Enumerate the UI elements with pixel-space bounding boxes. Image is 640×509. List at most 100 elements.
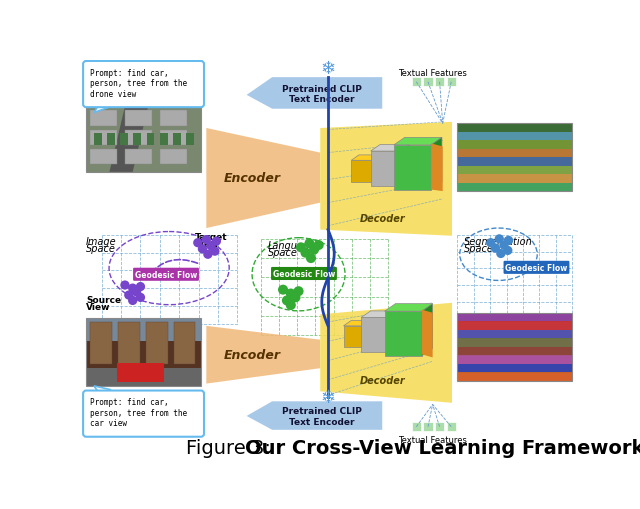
Text: Decoder: Decoder bbox=[360, 375, 405, 385]
Bar bbox=[173, 134, 180, 146]
Polygon shape bbox=[371, 145, 410, 152]
Polygon shape bbox=[351, 156, 381, 161]
Circle shape bbox=[499, 241, 509, 250]
Bar bbox=[447, 422, 456, 432]
Polygon shape bbox=[385, 312, 422, 356]
Bar bbox=[458, 347, 572, 356]
Text: ❄: ❄ bbox=[321, 388, 335, 406]
Bar bbox=[186, 134, 194, 146]
Circle shape bbox=[305, 239, 314, 249]
Polygon shape bbox=[351, 161, 373, 183]
Circle shape bbox=[286, 300, 296, 310]
Bar bbox=[86, 319, 201, 386]
Bar bbox=[90, 130, 117, 146]
Polygon shape bbox=[94, 105, 111, 114]
Polygon shape bbox=[385, 304, 433, 312]
Bar bbox=[423, 78, 433, 87]
Circle shape bbox=[132, 288, 141, 297]
Circle shape bbox=[282, 296, 292, 306]
FancyBboxPatch shape bbox=[271, 267, 337, 280]
Text: Prompt: find car,
person, tree from the
drone view: Prompt: find car, person, tree from the … bbox=[90, 69, 187, 99]
Bar bbox=[160, 134, 168, 146]
Bar bbox=[146, 322, 168, 364]
Circle shape bbox=[486, 239, 495, 248]
Circle shape bbox=[491, 244, 500, 253]
Circle shape bbox=[198, 245, 207, 254]
Circle shape bbox=[128, 284, 138, 293]
Polygon shape bbox=[344, 326, 365, 348]
Bar bbox=[458, 313, 572, 322]
Circle shape bbox=[314, 241, 324, 250]
Circle shape bbox=[291, 293, 301, 303]
Bar bbox=[412, 78, 421, 87]
Bar bbox=[423, 422, 433, 432]
Polygon shape bbox=[391, 312, 400, 352]
Bar bbox=[120, 134, 128, 146]
Bar bbox=[458, 166, 572, 175]
Text: Encoder: Encoder bbox=[223, 172, 280, 184]
Bar bbox=[458, 150, 572, 158]
Polygon shape bbox=[246, 402, 382, 430]
Polygon shape bbox=[371, 152, 400, 186]
Polygon shape bbox=[320, 303, 452, 403]
Circle shape bbox=[496, 249, 506, 259]
Text: Space: Space bbox=[86, 244, 116, 254]
Circle shape bbox=[306, 253, 316, 264]
Bar bbox=[160, 130, 187, 146]
Text: Language: Language bbox=[268, 240, 316, 250]
Circle shape bbox=[204, 250, 212, 260]
Text: Prompt: find car,
person, tree from the
car view: Prompt: find car, person, tree from the … bbox=[90, 398, 187, 428]
Text: ❄: ❄ bbox=[321, 60, 335, 78]
Bar bbox=[86, 369, 201, 386]
Polygon shape bbox=[394, 146, 431, 190]
Bar bbox=[458, 124, 572, 132]
Bar bbox=[458, 355, 572, 364]
Circle shape bbox=[120, 281, 129, 290]
Text: Geodesic Flow: Geodesic Flow bbox=[135, 270, 197, 279]
Bar bbox=[90, 111, 117, 126]
Bar bbox=[107, 134, 115, 146]
Bar bbox=[458, 175, 572, 183]
Text: Decoder: Decoder bbox=[360, 214, 405, 223]
Polygon shape bbox=[94, 386, 111, 394]
Circle shape bbox=[124, 291, 134, 300]
Polygon shape bbox=[400, 145, 410, 186]
Bar bbox=[90, 150, 117, 165]
Bar bbox=[147, 134, 154, 146]
Bar bbox=[160, 150, 187, 165]
Text: Our Cross-View Learning Framework.: Our Cross-View Learning Framework. bbox=[245, 438, 640, 457]
Bar bbox=[134, 134, 141, 146]
Text: Space: Space bbox=[465, 244, 494, 254]
Circle shape bbox=[212, 237, 221, 246]
Bar bbox=[458, 313, 572, 381]
Circle shape bbox=[495, 235, 504, 244]
Circle shape bbox=[286, 289, 296, 299]
Bar bbox=[125, 150, 152, 165]
Text: Source: Source bbox=[86, 295, 122, 304]
Text: Geodesic Flow: Geodesic Flow bbox=[506, 263, 568, 272]
Circle shape bbox=[503, 246, 513, 256]
Polygon shape bbox=[206, 129, 320, 229]
Bar bbox=[447, 78, 456, 87]
Bar bbox=[86, 319, 201, 342]
Bar bbox=[160, 111, 187, 126]
Polygon shape bbox=[373, 156, 381, 183]
Text: Pretrained CLIP
Text Encoder: Pretrained CLIP Text Encoder bbox=[282, 407, 362, 426]
Bar bbox=[125, 130, 152, 146]
Circle shape bbox=[296, 243, 306, 253]
Polygon shape bbox=[422, 304, 433, 356]
Circle shape bbox=[278, 285, 288, 295]
Polygon shape bbox=[394, 138, 442, 146]
Circle shape bbox=[309, 245, 319, 255]
Polygon shape bbox=[431, 144, 443, 192]
Bar bbox=[412, 422, 421, 432]
Text: Geodesic Flow: Geodesic Flow bbox=[273, 269, 335, 278]
Bar bbox=[435, 78, 444, 87]
Polygon shape bbox=[344, 321, 373, 326]
Polygon shape bbox=[365, 321, 373, 348]
Polygon shape bbox=[431, 138, 442, 190]
Bar bbox=[458, 364, 572, 373]
Bar bbox=[458, 141, 572, 150]
Bar bbox=[458, 132, 572, 141]
Bar bbox=[458, 124, 572, 192]
